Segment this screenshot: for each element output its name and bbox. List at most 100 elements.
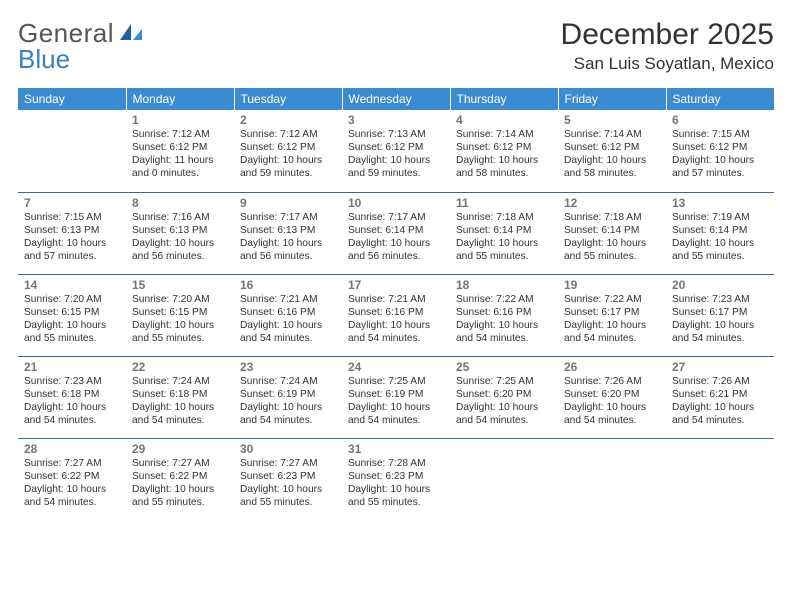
sunset-text: Sunset: 6:23 PM bbox=[240, 470, 336, 483]
daylight-text: Daylight: 10 hours and 58 minutes. bbox=[456, 154, 552, 180]
calendar-day-cell: 29Sunrise: 7:27 AMSunset: 6:22 PMDayligh… bbox=[126, 438, 234, 520]
day-number: 2 bbox=[240, 113, 336, 127]
day-number: 1 bbox=[132, 113, 228, 127]
daylight-text: Daylight: 10 hours and 54 minutes. bbox=[456, 319, 552, 345]
sunrise-text: Sunrise: 7:20 AM bbox=[24, 293, 120, 306]
daylight-text: Daylight: 10 hours and 56 minutes. bbox=[348, 237, 444, 263]
day-number: 19 bbox=[564, 278, 660, 292]
calendar-day-cell: 4Sunrise: 7:14 AMSunset: 6:12 PMDaylight… bbox=[450, 110, 558, 192]
sunrise-text: Sunrise: 7:27 AM bbox=[132, 457, 228, 470]
month-title: December 2025 bbox=[561, 18, 774, 52]
calendar-day-cell: 7Sunrise: 7:15 AMSunset: 6:13 PMDaylight… bbox=[18, 192, 126, 274]
day-number: 29 bbox=[132, 442, 228, 456]
sunrise-text: Sunrise: 7:17 AM bbox=[240, 211, 336, 224]
sunset-text: Sunset: 6:19 PM bbox=[240, 388, 336, 401]
sunrise-text: Sunrise: 7:13 AM bbox=[348, 128, 444, 141]
calendar-week-row: 28Sunrise: 7:27 AMSunset: 6:22 PMDayligh… bbox=[18, 438, 774, 520]
sunrise-text: Sunrise: 7:22 AM bbox=[456, 293, 552, 306]
day-number: 28 bbox=[24, 442, 120, 456]
page-header: General December 2025 San Luis Soyatlan,… bbox=[18, 18, 774, 74]
daylight-text: Daylight: 11 hours and 0 minutes. bbox=[132, 154, 228, 180]
logo-sail-icon bbox=[118, 18, 144, 49]
daylight-text: Daylight: 10 hours and 54 minutes. bbox=[24, 401, 120, 427]
weekday-header: Saturday bbox=[666, 88, 774, 110]
calendar-day-cell: 14Sunrise: 7:20 AMSunset: 6:15 PMDayligh… bbox=[18, 274, 126, 356]
sunset-text: Sunset: 6:16 PM bbox=[348, 306, 444, 319]
calendar-week-row: 1Sunrise: 7:12 AMSunset: 6:12 PMDaylight… bbox=[18, 110, 774, 192]
day-number: 10 bbox=[348, 196, 444, 210]
calendar-day-cell: 30Sunrise: 7:27 AMSunset: 6:23 PMDayligh… bbox=[234, 438, 342, 520]
title-block: December 2025 San Luis Soyatlan, Mexico bbox=[561, 18, 774, 74]
daylight-text: Daylight: 10 hours and 55 minutes. bbox=[564, 237, 660, 263]
calendar-day-cell: 21Sunrise: 7:23 AMSunset: 6:18 PMDayligh… bbox=[18, 356, 126, 438]
calendar-day-cell: 5Sunrise: 7:14 AMSunset: 6:12 PMDaylight… bbox=[558, 110, 666, 192]
sunset-text: Sunset: 6:12 PM bbox=[564, 141, 660, 154]
sunrise-text: Sunrise: 7:17 AM bbox=[348, 211, 444, 224]
daylight-text: Daylight: 10 hours and 58 minutes. bbox=[564, 154, 660, 180]
sunrise-text: Sunrise: 7:26 AM bbox=[672, 375, 768, 388]
calendar-day-cell: 26Sunrise: 7:26 AMSunset: 6:20 PMDayligh… bbox=[558, 356, 666, 438]
calendar-day-cell bbox=[666, 438, 774, 520]
sunrise-text: Sunrise: 7:27 AM bbox=[240, 457, 336, 470]
day-number: 16 bbox=[240, 278, 336, 292]
calendar-day-cell: 10Sunrise: 7:17 AMSunset: 6:14 PMDayligh… bbox=[342, 192, 450, 274]
logo-text-2: Blue bbox=[18, 44, 70, 74]
daylight-text: Daylight: 10 hours and 59 minutes. bbox=[240, 154, 336, 180]
day-number: 18 bbox=[456, 278, 552, 292]
sunset-text: Sunset: 6:14 PM bbox=[456, 224, 552, 237]
day-number: 8 bbox=[132, 196, 228, 210]
sunset-text: Sunset: 6:15 PM bbox=[24, 306, 120, 319]
calendar-day-cell: 18Sunrise: 7:22 AMSunset: 6:16 PMDayligh… bbox=[450, 274, 558, 356]
sunrise-text: Sunrise: 7:20 AM bbox=[132, 293, 228, 306]
sunset-text: Sunset: 6:13 PM bbox=[240, 224, 336, 237]
day-number: 15 bbox=[132, 278, 228, 292]
day-number: 12 bbox=[564, 196, 660, 210]
calendar-day-cell: 22Sunrise: 7:24 AMSunset: 6:18 PMDayligh… bbox=[126, 356, 234, 438]
weekday-header: Wednesday bbox=[342, 88, 450, 110]
day-number: 26 bbox=[564, 360, 660, 374]
daylight-text: Daylight: 10 hours and 54 minutes. bbox=[132, 401, 228, 427]
sunset-text: Sunset: 6:14 PM bbox=[348, 224, 444, 237]
daylight-text: Daylight: 10 hours and 59 minutes. bbox=[348, 154, 444, 180]
day-number: 31 bbox=[348, 442, 444, 456]
day-number: 4 bbox=[456, 113, 552, 127]
calendar-day-cell: 27Sunrise: 7:26 AMSunset: 6:21 PMDayligh… bbox=[666, 356, 774, 438]
day-number: 23 bbox=[240, 360, 336, 374]
calendar-day-cell bbox=[450, 438, 558, 520]
calendar-day-cell: 20Sunrise: 7:23 AMSunset: 6:17 PMDayligh… bbox=[666, 274, 774, 356]
day-number: 22 bbox=[132, 360, 228, 374]
daylight-text: Daylight: 10 hours and 54 minutes. bbox=[24, 483, 120, 509]
sunset-text: Sunset: 6:13 PM bbox=[132, 224, 228, 237]
sunrise-text: Sunrise: 7:18 AM bbox=[564, 211, 660, 224]
day-number: 21 bbox=[24, 360, 120, 374]
sunrise-text: Sunrise: 7:23 AM bbox=[672, 293, 768, 306]
day-number: 20 bbox=[672, 278, 768, 292]
sunset-text: Sunset: 6:16 PM bbox=[240, 306, 336, 319]
sunrise-text: Sunrise: 7:24 AM bbox=[240, 375, 336, 388]
sunrise-text: Sunrise: 7:16 AM bbox=[132, 211, 228, 224]
sunrise-text: Sunrise: 7:25 AM bbox=[456, 375, 552, 388]
daylight-text: Daylight: 10 hours and 55 minutes. bbox=[348, 483, 444, 509]
sunrise-text: Sunrise: 7:15 AM bbox=[672, 128, 768, 141]
calendar-day-cell: 28Sunrise: 7:27 AMSunset: 6:22 PMDayligh… bbox=[18, 438, 126, 520]
sunrise-text: Sunrise: 7:12 AM bbox=[240, 128, 336, 141]
sunset-text: Sunset: 6:12 PM bbox=[132, 141, 228, 154]
sunrise-text: Sunrise: 7:25 AM bbox=[348, 375, 444, 388]
sunset-text: Sunset: 6:15 PM bbox=[132, 306, 228, 319]
calendar-day-cell: 31Sunrise: 7:28 AMSunset: 6:23 PMDayligh… bbox=[342, 438, 450, 520]
sunrise-text: Sunrise: 7:22 AM bbox=[564, 293, 660, 306]
daylight-text: Daylight: 10 hours and 54 minutes. bbox=[564, 401, 660, 427]
calendar-day-cell: 13Sunrise: 7:19 AMSunset: 6:14 PMDayligh… bbox=[666, 192, 774, 274]
daylight-text: Daylight: 10 hours and 55 minutes. bbox=[672, 237, 768, 263]
weekday-header: Thursday bbox=[450, 88, 558, 110]
calendar-day-cell: 25Sunrise: 7:25 AMSunset: 6:20 PMDayligh… bbox=[450, 356, 558, 438]
daylight-text: Daylight: 10 hours and 55 minutes. bbox=[456, 237, 552, 263]
sunrise-text: Sunrise: 7:23 AM bbox=[24, 375, 120, 388]
weekday-header: Friday bbox=[558, 88, 666, 110]
sunrise-text: Sunrise: 7:28 AM bbox=[348, 457, 444, 470]
sunset-text: Sunset: 6:14 PM bbox=[672, 224, 768, 237]
sunset-text: Sunset: 6:22 PM bbox=[132, 470, 228, 483]
calendar-day-cell: 17Sunrise: 7:21 AMSunset: 6:16 PMDayligh… bbox=[342, 274, 450, 356]
daylight-text: Daylight: 10 hours and 54 minutes. bbox=[456, 401, 552, 427]
calendar-day-cell bbox=[18, 110, 126, 192]
